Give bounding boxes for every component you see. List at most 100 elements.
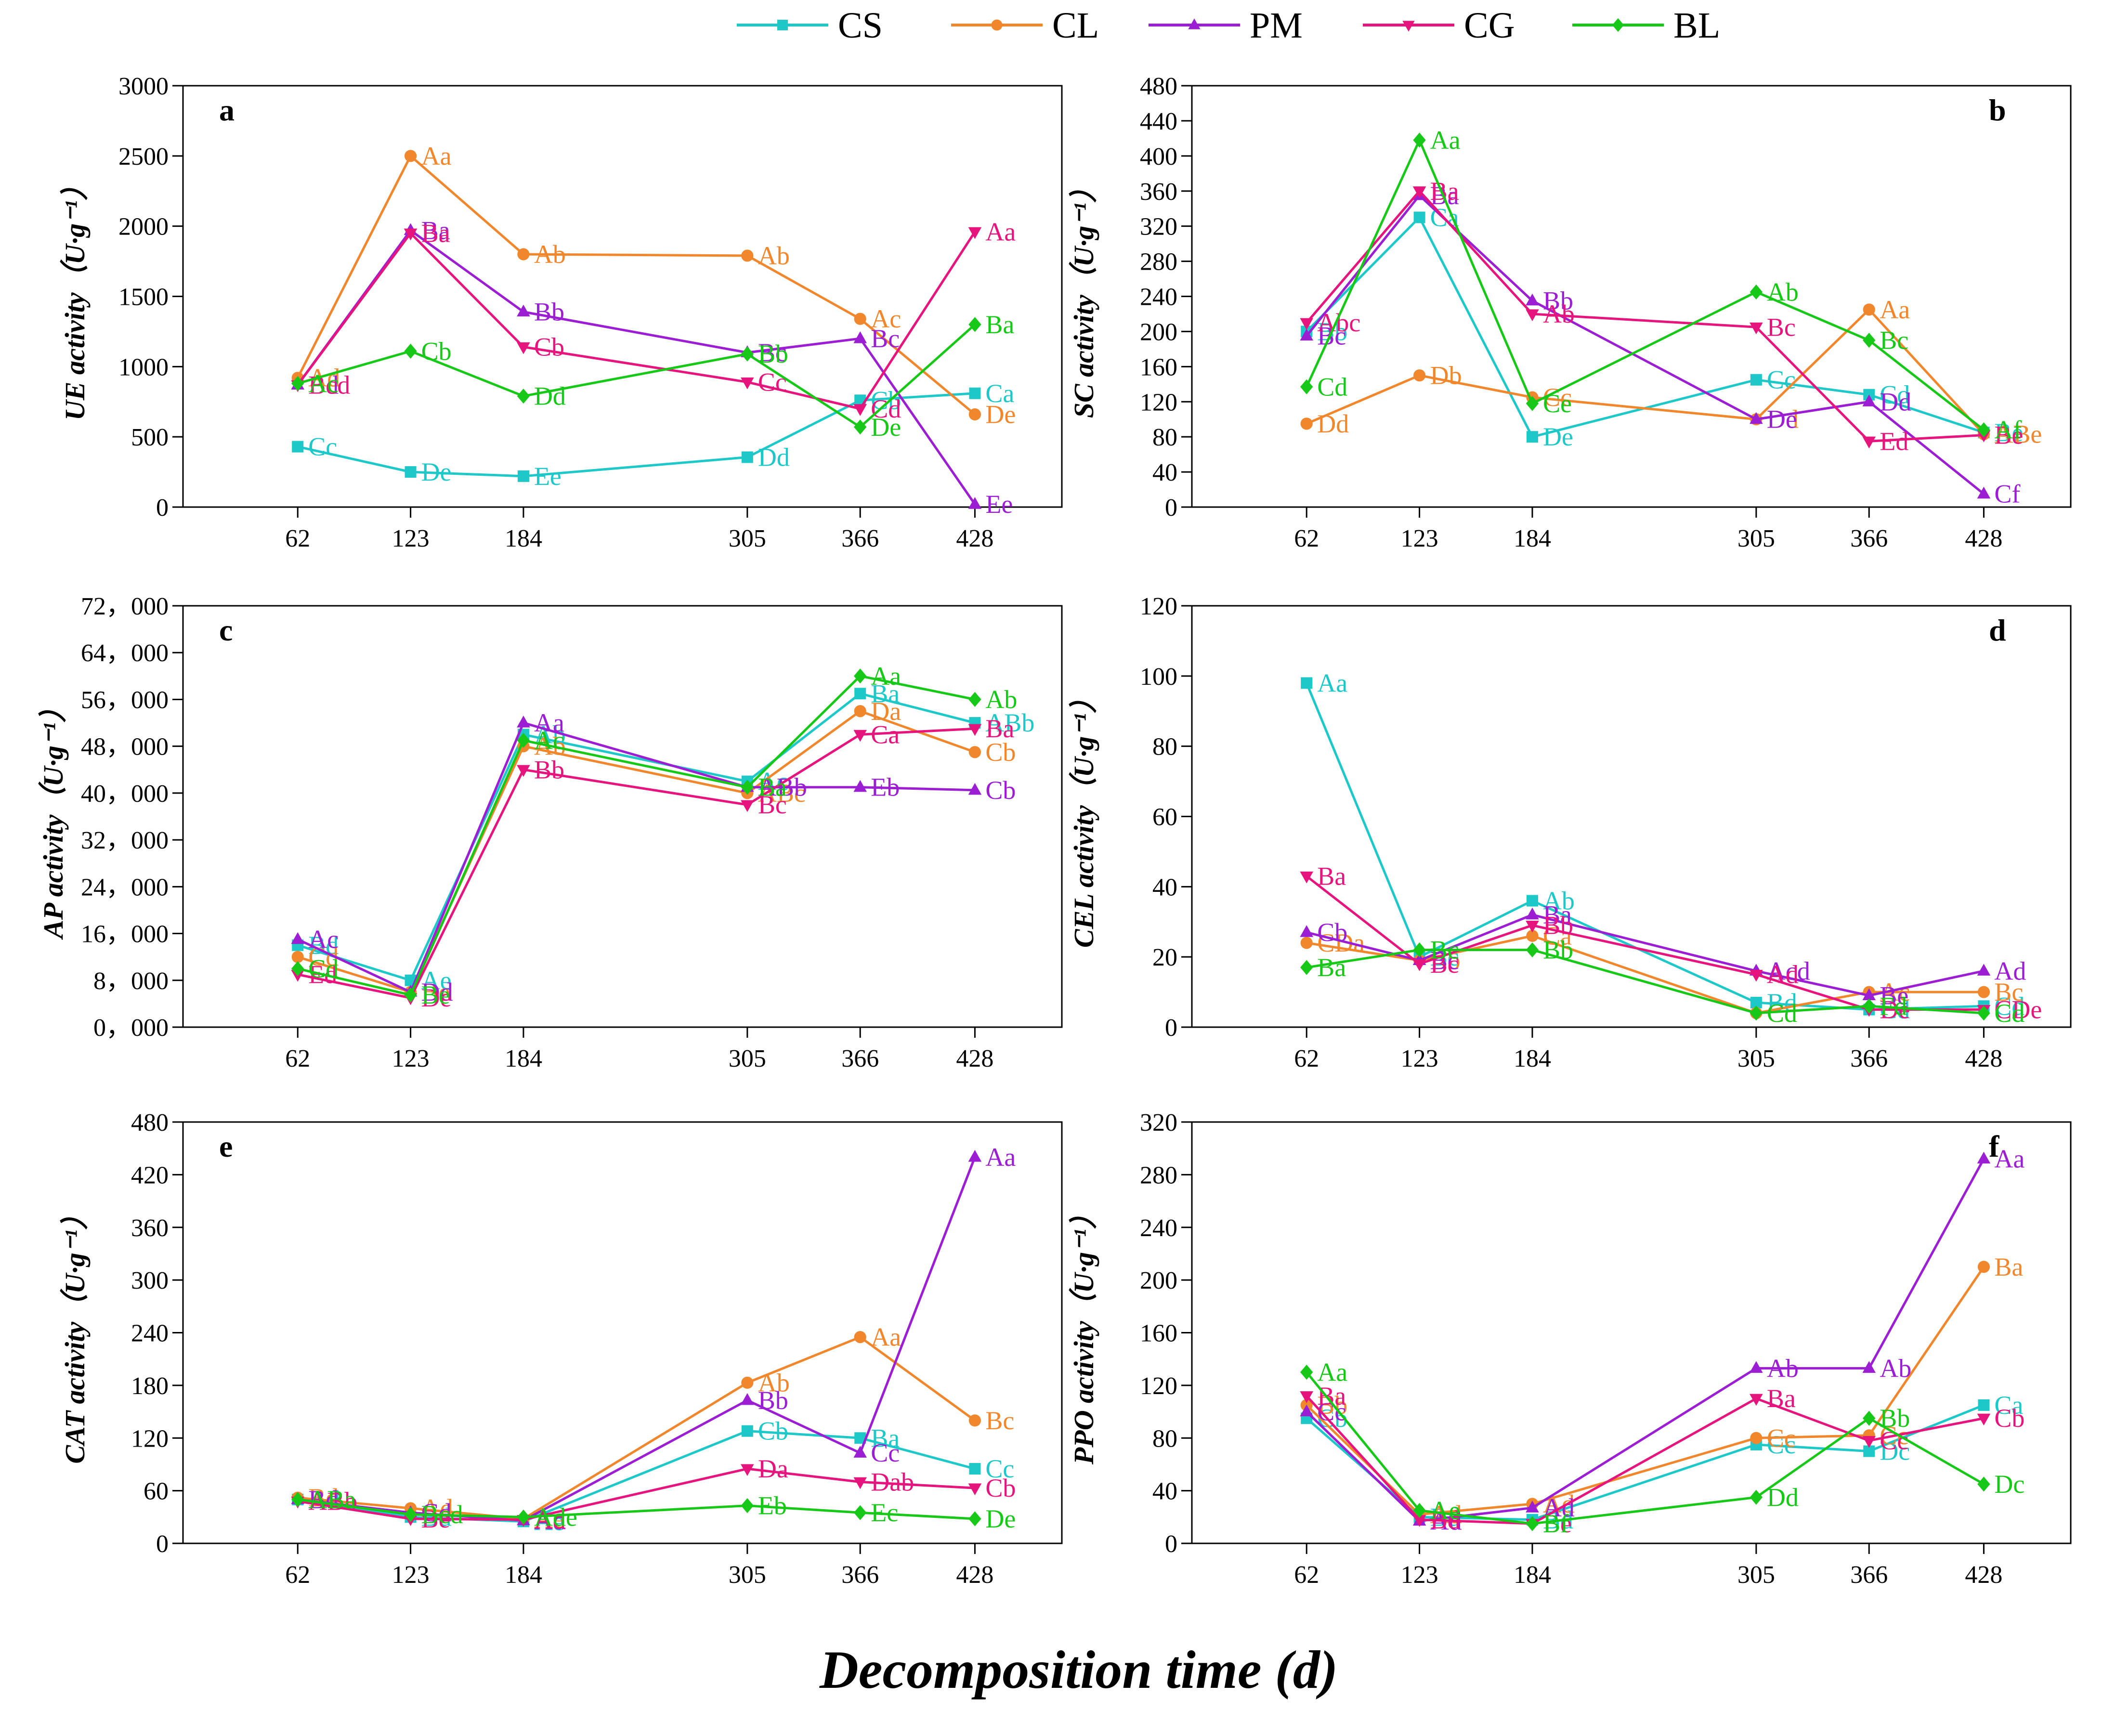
legend-marker	[1402, 21, 1415, 32]
y-tick-label: 48，000	[81, 733, 169, 761]
data-point	[741, 1425, 753, 1437]
significance-label: Cc	[1543, 383, 1572, 412]
y-tick-label: 80	[1152, 1425, 1177, 1452]
x-tick-label: 184	[505, 525, 542, 552]
significance-label: De	[985, 400, 1016, 429]
significance-label: Bb	[534, 755, 564, 784]
y-tick-label: 0	[156, 1530, 169, 1558]
significance-label: Ba	[871, 1423, 900, 1452]
series-line	[297, 392, 975, 478]
y-tick-label: 440	[1140, 108, 1177, 135]
y-tick-label: 500	[131, 424, 169, 451]
data-point	[968, 317, 981, 332]
data-point	[404, 228, 418, 241]
plot-frame	[1191, 85, 2072, 508]
series-line	[1306, 308, 1985, 435]
data-point	[1863, 998, 1876, 1014]
data-point	[1977, 964, 1991, 976]
data-point	[1526, 929, 1539, 942]
x-tick-label: 62	[285, 1045, 310, 1072]
x-tick-label: 184	[1514, 1045, 1551, 1072]
significance-label: Af	[1994, 416, 2022, 444]
significance-label: Aa	[1317, 1358, 1347, 1387]
x-tick-label: 428	[1965, 1561, 2002, 1589]
data-point	[1750, 1361, 1763, 1373]
series-line	[296, 154, 976, 416]
data-point	[741, 800, 754, 812]
y-tick-label: 32，000	[81, 827, 169, 854]
significance-label: Bc	[871, 324, 900, 353]
x-tick-label: 123	[392, 1561, 430, 1589]
series-bl: Ba Bc Bb Cd Fd Cd	[1300, 936, 2025, 1028]
significance-label: Dd	[1767, 405, 1799, 434]
significance-label: Be	[1994, 421, 2023, 450]
significance-label: Aa	[1994, 1145, 2025, 1174]
y-tick-label: 80	[1152, 424, 1177, 451]
panel-letter: a	[219, 93, 235, 127]
significance-label: Bb	[1880, 1404, 1910, 1433]
data-point	[741, 1376, 754, 1389]
legend-marker	[777, 20, 788, 30]
significance-label: De	[1767, 405, 1797, 434]
y-axis-title: SC activity（U·g⁻¹）	[1068, 175, 1099, 418]
significance-label: Bb	[1543, 287, 1573, 315]
legend-item-bl: BL	[1572, 5, 1720, 46]
data-point	[1300, 418, 1313, 430]
data-point	[968, 724, 982, 736]
panel-letter: d	[1989, 613, 2006, 647]
significance-label: Ae	[421, 966, 452, 995]
data-point	[741, 377, 754, 390]
legend: CS CL PM CG BL	[737, 5, 1720, 46]
x-tick-label: 123	[392, 1045, 430, 1072]
significance-label: Aa	[985, 217, 1016, 246]
significance-label: Ab	[1767, 1354, 1799, 1383]
significance-label: ABb	[985, 708, 1034, 737]
data-point	[969, 387, 981, 399]
legend-marker	[1188, 18, 1201, 29]
series-line	[1305, 682, 1984, 1011]
data-point	[1413, 211, 1425, 223]
y-tick-label: 120	[1140, 593, 1177, 620]
data-point	[291, 932, 305, 944]
y-tick-label: 320	[1140, 1109, 1177, 1136]
series-line	[1306, 914, 1984, 997]
data-point	[741, 346, 754, 362]
series-line	[1306, 949, 1984, 1015]
x-tick-label: 366	[841, 525, 879, 552]
significance-label: Cc	[1767, 365, 1796, 394]
data-point	[404, 1507, 417, 1522]
panel-letter: c	[219, 613, 233, 647]
significance-label: Cc	[1880, 1426, 1908, 1455]
x-tick-label: 184	[505, 1045, 542, 1072]
data-point	[517, 304, 530, 317]
significance-label: Cb	[421, 337, 452, 365]
panel-c: 0，000 8，000 16，000 24，000 32，000 40，000 48，000…	[38, 593, 1063, 1072]
legend-item-cg: CG	[1363, 5, 1515, 46]
significance-label: Ba	[985, 310, 1014, 339]
y-tick-label: 400	[1140, 143, 1177, 170]
significance-label: Be	[1543, 1509, 1572, 1538]
y-tick-label: 200	[1140, 318, 1177, 346]
data-point	[1413, 942, 1426, 958]
significance-label: Ca	[1543, 921, 1572, 950]
panel-letter: b	[1989, 93, 2006, 127]
significance-label: Be	[421, 980, 450, 1009]
data-point	[1300, 1364, 1313, 1380]
legend-label: CL	[1052, 5, 1099, 46]
data-point	[1526, 396, 1539, 411]
y-axis-title: UE activity（U·g⁻¹）	[59, 172, 91, 420]
data-point	[741, 451, 753, 463]
data-point	[1300, 328, 1314, 341]
significance-label: Ee	[985, 490, 1013, 519]
significance-label: Cb	[985, 1474, 1016, 1502]
data-point	[853, 331, 867, 343]
legend-item-pm: PM	[1149, 5, 1303, 46]
data-point	[968, 408, 981, 421]
significance-label: Ee	[534, 462, 562, 491]
significance-label: Be	[421, 978, 450, 1006]
significance-label: Cf	[1994, 480, 2020, 509]
series-line	[1306, 1395, 1984, 1525]
